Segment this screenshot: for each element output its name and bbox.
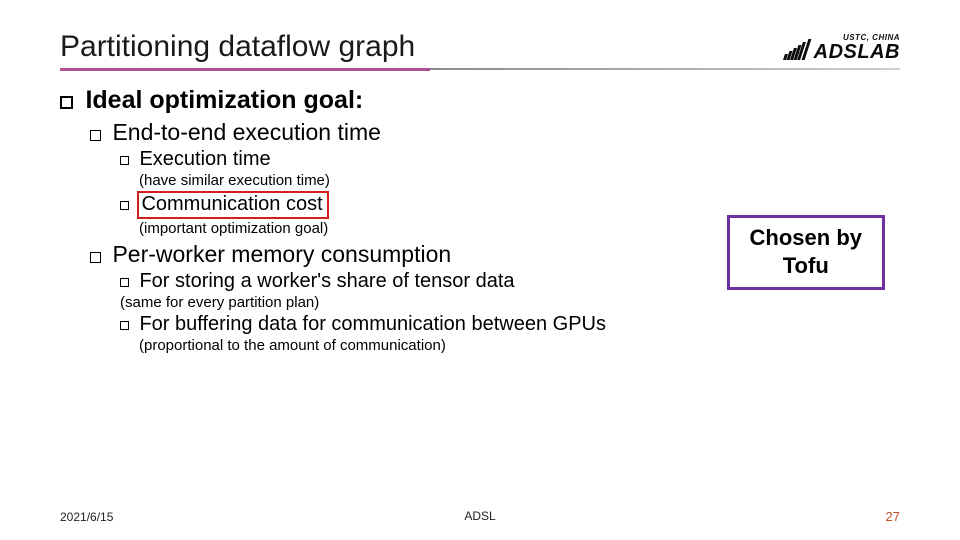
lab-logo: USTC, CHINA ADSLAB: [784, 33, 900, 62]
footer: 2021/6/15 ADSL 27: [60, 509, 900, 524]
callout-line2: Tofu: [750, 252, 862, 280]
logo-bars-icon: [784, 36, 808, 60]
footer-center: ADSL: [464, 509, 495, 523]
bullet-icon: [90, 252, 101, 263]
item-end2end: End-to-end execution time: [112, 119, 381, 145]
item-buffering: For buffering data for communication bet…: [139, 313, 606, 335]
item-worker-share: For storing a worker's share of tensor d…: [139, 270, 514, 292]
footer-page-number: 27: [886, 509, 900, 524]
bullet-icon: [90, 130, 101, 141]
title-row: Partitioning dataflow graph USTC, CHINA …: [60, 30, 900, 66]
note-worker-share: (same for every partition plan): [120, 294, 900, 311]
callout-line1: Chosen by: [750, 224, 862, 252]
item-comm-cost: Communication cost: [141, 193, 322, 215]
item-exec-time: Execution time: [139, 148, 270, 170]
title-underline: [60, 68, 900, 72]
bullet-icon: [120, 321, 129, 330]
footer-date: 2021/6/15: [60, 510, 113, 524]
bullet-icon: [120, 201, 129, 210]
bullet-icon: [120, 278, 129, 287]
note-exec-time: (have similar execution time): [139, 172, 900, 189]
note-buffering: (proportional to the amount of communica…: [139, 337, 900, 354]
callout-chosen-by-tofu: Chosen by Tofu: [727, 215, 885, 290]
slide: Partitioning dataflow graph USTC, CHINA …: [0, 0, 960, 540]
highlight-box: Communication cost: [137, 191, 328, 219]
bullet-icon: [120, 156, 129, 165]
item-per-worker: Per-worker memory consumption: [112, 241, 451, 267]
logo-name: ADSLAB: [814, 42, 900, 62]
goal-heading: Ideal optimization goal:: [85, 86, 363, 114]
slide-title: Partitioning dataflow graph: [60, 30, 415, 66]
bullet-icon: [60, 96, 73, 109]
logo-text: USTC, CHINA ADSLAB: [814, 33, 900, 62]
